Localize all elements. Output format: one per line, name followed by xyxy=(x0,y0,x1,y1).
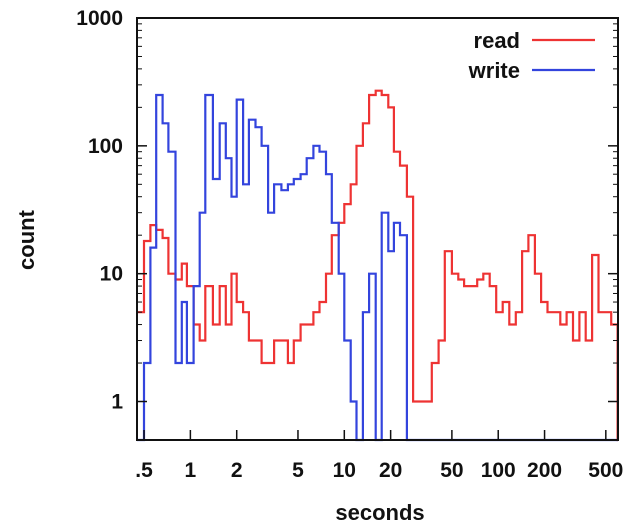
x-tick-label: 5 xyxy=(292,459,304,482)
x-tick-label: 20 xyxy=(379,459,402,482)
x-tick-labels: .5 1 2 5 10 20 50 100 200 500 xyxy=(135,459,623,482)
x-tick-label: 500 xyxy=(588,459,623,482)
x-tick-label: 200 xyxy=(527,459,562,482)
series-read-line xyxy=(137,89,619,442)
plot-area xyxy=(137,18,618,440)
x-tick-label: 50 xyxy=(440,459,463,482)
y-tick-label: 1 xyxy=(111,391,123,414)
x-tick-label: 100 xyxy=(481,459,516,482)
x-tick-label: 1 xyxy=(185,459,197,482)
legend: read write xyxy=(468,28,595,83)
y-axis-label: count xyxy=(14,209,39,270)
plot-frame xyxy=(136,17,619,441)
legend-label-write: write xyxy=(468,58,520,83)
plot-background xyxy=(137,18,618,440)
x-axis-label: seconds xyxy=(335,500,424,525)
x-tick-label: .5 xyxy=(135,459,153,482)
y-tick-label: 1000 xyxy=(76,7,123,30)
y-tick-label: 100 xyxy=(88,135,123,158)
legend-label-read: read xyxy=(474,28,520,53)
y-tick-labels: 1 10 100 1000 xyxy=(76,7,123,414)
plot-border xyxy=(136,17,619,441)
series-write-line xyxy=(137,93,618,442)
x-tick-label: 10 xyxy=(333,459,356,482)
series-layer xyxy=(137,89,619,442)
x-tick-label: 2 xyxy=(231,459,243,482)
y-tick-label: 10 xyxy=(100,263,123,286)
